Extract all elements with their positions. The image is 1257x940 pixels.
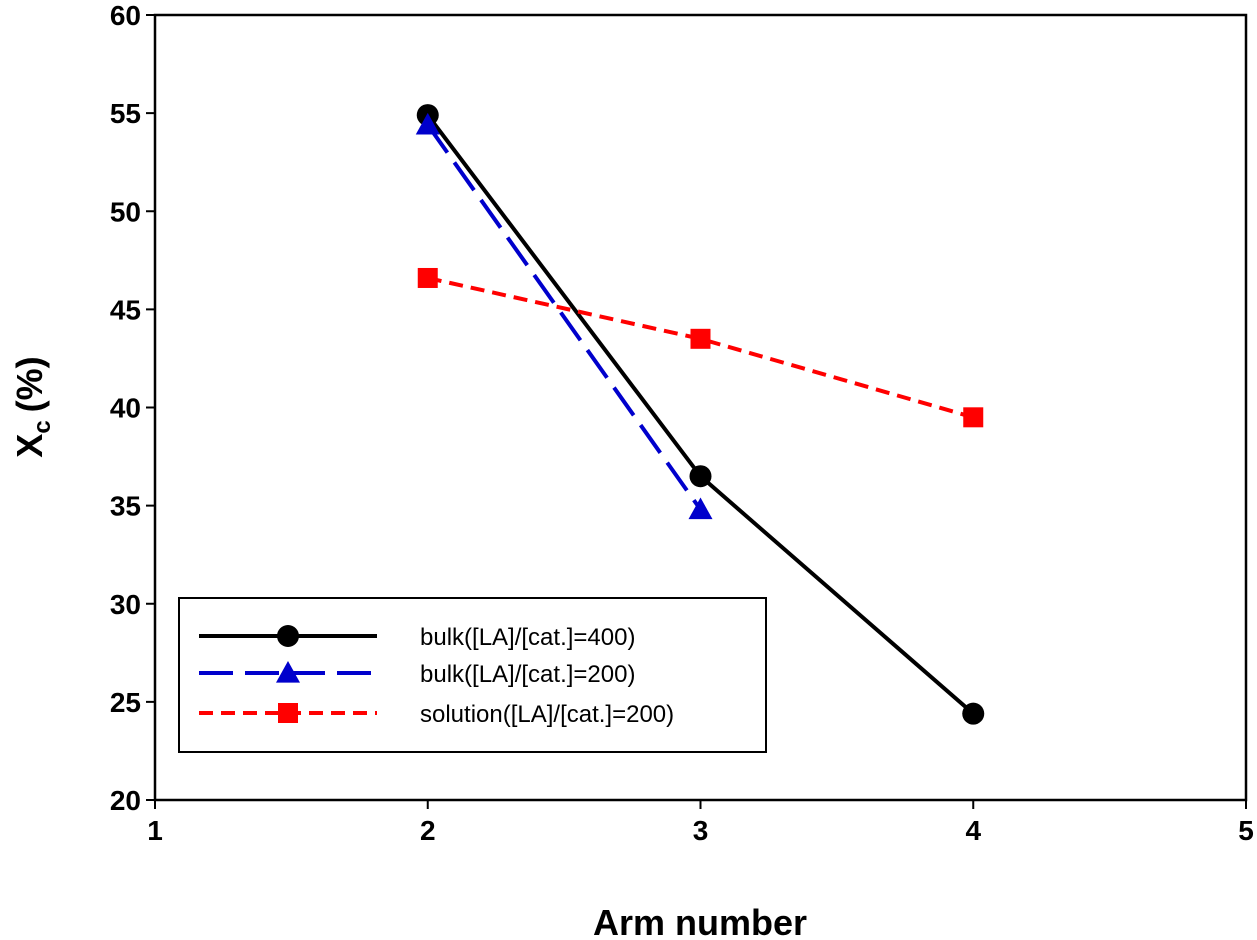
y-tick-label: 35 xyxy=(110,491,141,522)
y-axis-label-unit: (%) xyxy=(9,356,50,412)
data-point xyxy=(962,702,985,725)
series-1 xyxy=(416,104,985,725)
y-axis-label: Xc (%) xyxy=(9,356,56,457)
legend: bulk([LA]/[cat.]=400) bulk([LA]/[cat.]=20… xyxy=(178,597,767,753)
data-point xyxy=(689,465,712,488)
legend-item: solution([LA]/[cat.]=200) xyxy=(199,701,674,728)
legend-label: bulk([LA]/[cat.]=400) xyxy=(420,624,635,651)
data-point xyxy=(690,328,711,349)
y-tick-label: 60 xyxy=(110,0,141,31)
legend-marker xyxy=(276,661,300,683)
legend-item: bulk([LA]/[cat.]=400) xyxy=(199,624,635,651)
x-axis-label: Arm number xyxy=(593,902,807,940)
y-tick-label: 20 xyxy=(110,785,141,816)
legend-item: bulk([LA]/[cat.]=200) xyxy=(199,661,635,688)
x-tick-label: 3 xyxy=(693,815,709,846)
series-2 xyxy=(415,112,713,520)
data-point xyxy=(688,497,713,520)
y-tick-label: 50 xyxy=(110,196,141,227)
legend-marker xyxy=(278,703,298,723)
series-line xyxy=(427,276,974,420)
x-tick-label: 2 xyxy=(420,815,436,846)
legend-marker xyxy=(277,625,299,647)
series-line xyxy=(426,123,703,511)
series-layer xyxy=(415,104,985,725)
x-tick-label: 1 xyxy=(147,815,163,846)
y-tick-label: 45 xyxy=(110,294,141,325)
legend-label: bulk([LA]/[cat.]=200) xyxy=(420,661,635,688)
y-tick-label: 40 xyxy=(110,393,141,424)
x-tick-label: 4 xyxy=(965,815,981,846)
x-tick-label: 5 xyxy=(1238,815,1254,846)
y-tick-label: 55 xyxy=(110,98,141,129)
y-tick-label: 25 xyxy=(110,687,141,718)
series-3 xyxy=(417,267,984,428)
y-axis-label-main: X xyxy=(9,434,50,458)
svg-text:Xc(%): Xc (%) xyxy=(9,356,56,457)
legend-label: solution([LA]/[cat.]=200) xyxy=(420,701,674,728)
y-tick-label: 30 xyxy=(110,589,141,620)
y-axis-label-sub: c xyxy=(29,420,56,433)
data-point xyxy=(415,112,440,135)
data-point xyxy=(417,267,438,288)
data-point xyxy=(963,407,984,428)
